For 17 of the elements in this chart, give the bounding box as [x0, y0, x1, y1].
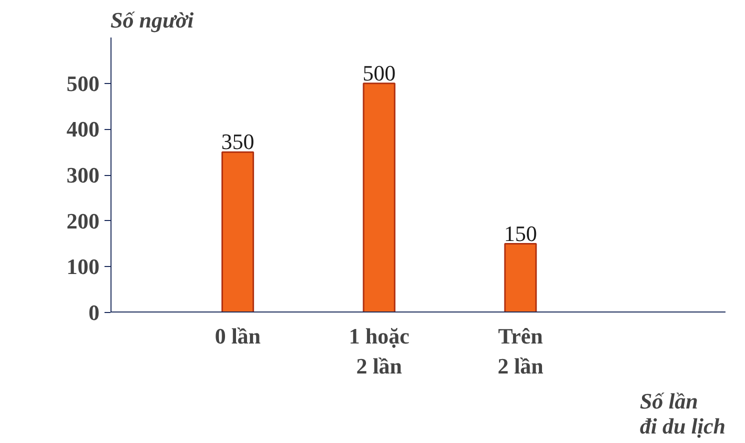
y-tick-label: 0 — [88, 300, 100, 325]
data-label: 150 — [504, 220, 537, 246]
y-tick-label: 500 — [66, 70, 100, 96]
y-tick-label: 400 — [66, 116, 100, 142]
bar — [221, 151, 254, 312]
y-tick-label: 100 — [66, 254, 100, 280]
y-axis-title: Số người — [110, 8, 194, 32]
data-label: 500 — [362, 60, 396, 86]
data-label: 350 — [221, 129, 254, 154]
y-tick-label: 300 — [66, 162, 100, 188]
bar — [362, 82, 396, 312]
x-axis-title: Số lần đi du lịch — [640, 388, 726, 438]
x-tick-label: 0 lần — [214, 324, 261, 348]
bar — [504, 243, 537, 312]
y-tick-label: 200 — [66, 208, 100, 234]
x-tick-label: Trên 2 lần — [498, 324, 544, 378]
x-tick-label: 1 hoặc 2 lần — [348, 324, 410, 378]
